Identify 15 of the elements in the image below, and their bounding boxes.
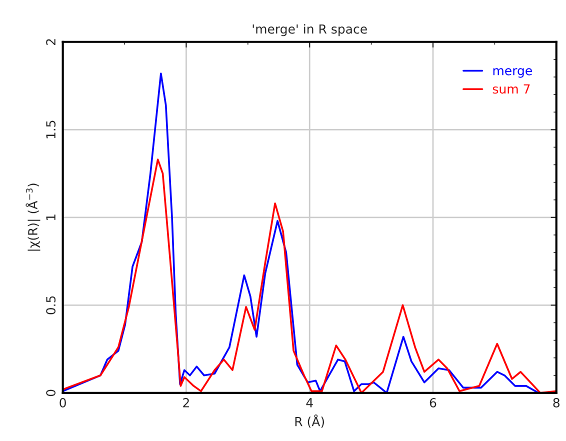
x-axis-title: R (Å) xyxy=(295,414,324,428)
y-tick-label: 0.5 xyxy=(46,296,56,314)
y-tick-label: 0 xyxy=(46,390,56,396)
x-tick-label: 4 xyxy=(306,398,313,408)
x-tick-label: 6 xyxy=(430,398,436,408)
x-tick-label: 2 xyxy=(183,398,189,408)
x-tick-label: 0 xyxy=(60,398,66,408)
y-axis-title: |χ(R)| (Å$^{−3}$) xyxy=(26,184,40,251)
y-tick-label: 1 xyxy=(46,214,56,220)
x-tick-label: 8 xyxy=(553,398,560,408)
y-tick-label: 2 xyxy=(46,39,56,45)
chart-title: 'merge' in R space xyxy=(252,24,367,36)
legend-label: merge xyxy=(493,68,532,78)
y-tick-label: 1.5 xyxy=(46,120,56,138)
legend-label: sum 7 xyxy=(492,84,530,94)
